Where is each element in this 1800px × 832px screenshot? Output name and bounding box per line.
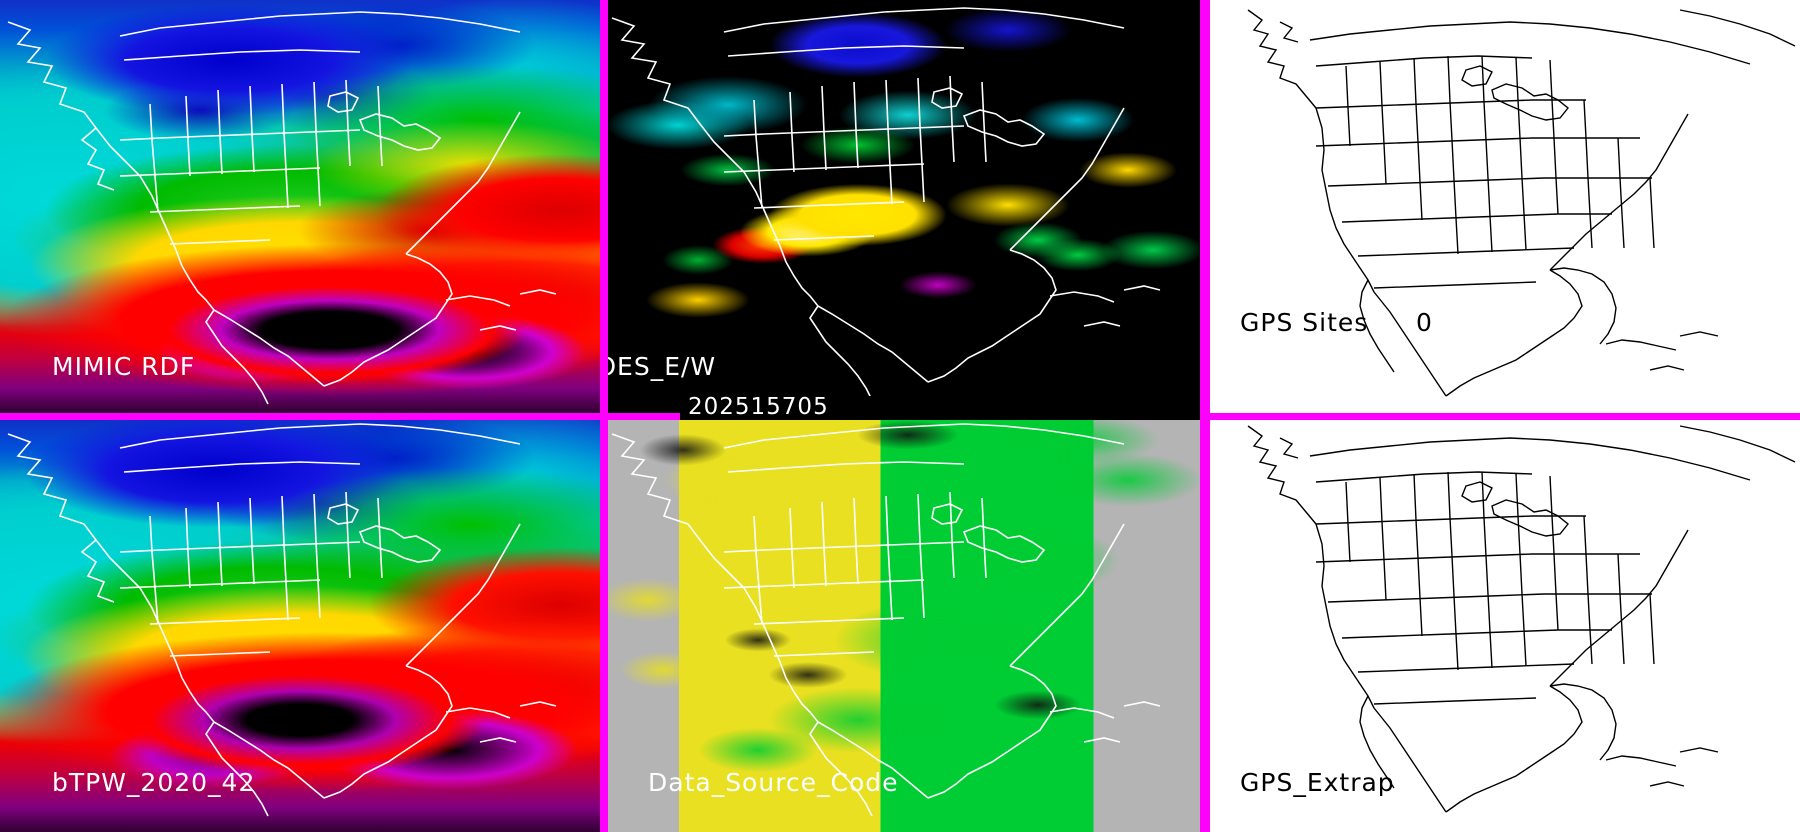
goes-composite-field xyxy=(608,0,1200,413)
divider-vertical-right-top xyxy=(1200,0,1210,413)
timestamp-bar: 202515705 xyxy=(680,394,1200,420)
panel-mimic-rdf[interactable]: MIMIC RDF xyxy=(0,0,600,413)
map-vectors-white xyxy=(0,0,600,413)
panel-goes-e-w[interactable]: GOES_E/W xyxy=(608,0,1200,413)
gps-sites-count: 0 xyxy=(1416,308,1433,337)
map-vectors-white-dsc xyxy=(608,420,1200,832)
white-background xyxy=(1210,0,1800,413)
timestamp-text: 202515705 xyxy=(688,394,829,420)
panel-label-btpw: bTPW_2020_42 xyxy=(52,768,256,797)
white-background-extrap xyxy=(1210,420,1800,832)
map-vectors-black-gps-sites xyxy=(1210,0,1800,413)
panel-data-source-code[interactable]: Data_Source_Code xyxy=(608,420,1200,832)
btpw-color-field xyxy=(0,420,600,832)
panel-label-mimic-rdf: MIMIC RDF xyxy=(52,352,196,381)
map-vectors-white-btpw xyxy=(0,420,600,832)
panel-label-goes-e-w: GOES_E/W xyxy=(608,352,717,381)
map-vectors-white-goes xyxy=(608,0,1200,413)
panel-label-gps-extrap: GPS_Extrap xyxy=(1240,768,1395,797)
map-vectors-black-gps-extrap xyxy=(1210,420,1800,832)
panel-label-data-source-code: Data_Source_Code xyxy=(648,768,899,797)
divider-vertical-left-top xyxy=(600,0,608,413)
divider-vertical-left-bottom xyxy=(600,420,608,832)
panel-gps-sites[interactable]: GPS Sites 0 xyxy=(1210,0,1800,413)
panel-btpw[interactable]: bTPW_2020_42 xyxy=(0,420,600,832)
panel-gps-extrap[interactable]: GPS_Extrap xyxy=(1210,420,1800,832)
divider-vertical-right-bottom xyxy=(1200,420,1210,832)
panel-label-gps-sites: GPS Sites xyxy=(1240,308,1369,337)
